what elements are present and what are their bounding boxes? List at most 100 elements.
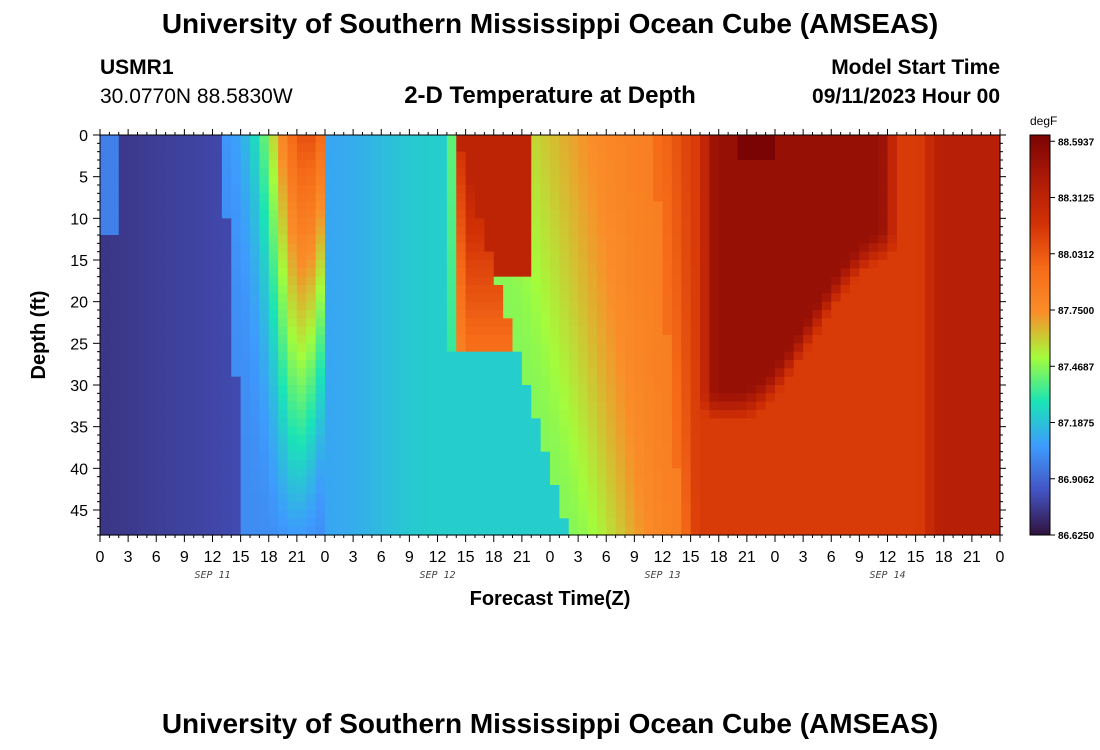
heatmap-cell	[896, 385, 907, 394]
heatmap-cell	[887, 460, 898, 469]
heatmap-cell	[559, 176, 570, 186]
heatmap-cell	[128, 526, 139, 536]
heatmap-cell	[409, 193, 420, 203]
heatmap-cell	[887, 243, 898, 253]
heatmap-cell	[784, 201, 795, 211]
heatmap-cell	[859, 393, 870, 403]
heatmap-cell	[737, 176, 748, 186]
heatmap-cell	[943, 335, 954, 344]
heatmap-cell	[390, 443, 401, 453]
heatmap-cell	[259, 376, 270, 386]
heatmap-cell	[925, 226, 935, 236]
heatmap-cell	[212, 326, 223, 336]
heatmap-cell	[221, 168, 232, 178]
heatmap-cell	[315, 201, 326, 211]
heatmap-cell	[203, 426, 214, 436]
heatmap-cell	[906, 235, 917, 244]
heatmap-cell	[737, 293, 748, 303]
heatmap-cell	[325, 385, 335, 394]
heatmap-cell	[596, 510, 607, 519]
heatmap-cell	[878, 293, 889, 303]
heatmap-cell	[315, 485, 326, 494]
heatmap-cell	[371, 376, 382, 386]
heatmap-cell	[296, 426, 307, 436]
heatmap-cell	[109, 518, 120, 528]
heatmap-cell	[615, 360, 626, 369]
heatmap-cell	[231, 510, 242, 519]
heatmap-cell	[268, 218, 279, 228]
heatmap-cell	[165, 143, 176, 153]
heatmap-cell	[634, 460, 645, 469]
heatmap-cell	[943, 351, 954, 361]
heatmap-cell	[418, 318, 429, 328]
heatmap-cell	[315, 210, 326, 219]
heatmap-cell	[296, 451, 307, 461]
heatmap-cell	[325, 168, 335, 178]
heatmap-cell	[512, 418, 523, 428]
heatmap-cell	[568, 326, 579, 336]
heatmap-cell	[896, 518, 907, 528]
heatmap-cell	[521, 435, 532, 444]
heatmap-cell	[334, 460, 345, 469]
heatmap-cell	[231, 285, 242, 294]
heatmap-cell	[165, 218, 176, 228]
heatmap-cell	[596, 426, 607, 436]
heatmap-cell	[334, 376, 345, 386]
heatmap-cell	[493, 293, 504, 303]
heatmap-cell	[259, 201, 270, 211]
heatmap-cell	[625, 251, 635, 261]
heatmap-cell	[934, 410, 945, 419]
heatmap-cell	[859, 210, 870, 219]
heatmap-cell	[306, 201, 317, 211]
heatmap-cell	[690, 335, 701, 344]
heatmap-cell	[953, 435, 964, 444]
heatmap-cell	[512, 393, 523, 403]
heatmap-cell	[606, 201, 617, 211]
heatmap-cell	[709, 501, 720, 511]
heatmap-cell	[109, 243, 120, 253]
heatmap-cell	[568, 343, 579, 353]
heatmap-cell	[428, 476, 439, 486]
heatmap-cell	[446, 385, 457, 394]
heatmap-cell	[540, 376, 551, 386]
heatmap-cell	[559, 351, 570, 361]
x-tick-label: 3	[799, 549, 808, 566]
heatmap-cell	[212, 510, 223, 519]
heatmap-cell	[193, 235, 204, 244]
heatmap-cell	[184, 460, 195, 469]
heatmap-cell	[268, 443, 279, 453]
heatmap-cell	[662, 401, 673, 411]
heatmap-cell	[540, 151, 551, 161]
heatmap-cell	[400, 426, 410, 436]
heatmap-cell	[746, 226, 757, 236]
heatmap-cell	[784, 318, 795, 328]
heatmap-cell	[784, 268, 795, 278]
heatmap-cell	[137, 276, 148, 286]
heatmap-cell	[596, 201, 607, 211]
heatmap-cell	[118, 251, 129, 261]
heatmap-cell	[643, 135, 654, 144]
heatmap-cell	[859, 401, 870, 411]
heatmap-cell	[662, 335, 673, 344]
heatmap-cell	[540, 343, 551, 353]
heatmap-cell	[700, 435, 710, 444]
heatmap-cell	[606, 526, 617, 536]
heatmap-cell	[671, 318, 682, 328]
heatmap-cell	[531, 326, 542, 336]
heatmap-cell	[700, 460, 710, 469]
heatmap-cell	[418, 210, 429, 219]
heatmap-cell	[428, 251, 439, 261]
heatmap-cell	[306, 218, 317, 228]
heatmap-cell	[625, 160, 635, 169]
heatmap-cell	[812, 518, 823, 528]
heatmap-cell	[915, 343, 926, 353]
heatmap-cell	[831, 310, 842, 319]
heatmap-cell	[193, 443, 204, 453]
heatmap-cell	[240, 510, 251, 519]
heatmap-cell	[765, 476, 776, 486]
heatmap-cell	[493, 193, 504, 203]
heatmap-cell	[315, 193, 326, 203]
heatmap-cell	[353, 443, 364, 453]
heatmap-cell	[428, 393, 439, 403]
heatmap-cell	[746, 193, 757, 203]
